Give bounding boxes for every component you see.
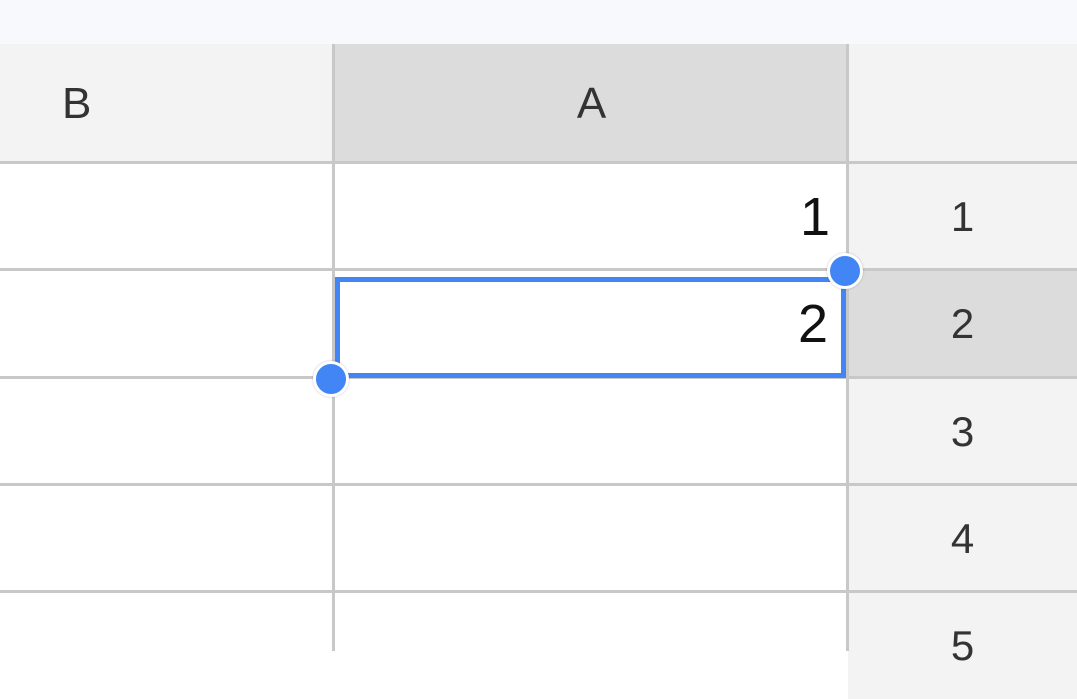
cell-b2[interactable]	[0, 270, 333, 378]
cell-value: 2	[797, 294, 828, 354]
grid-line	[0, 161, 1077, 164]
grid-line	[846, 44, 849, 651]
grid-line	[0, 483, 1077, 486]
cell-a2[interactable]: 2	[335, 270, 848, 378]
cell-a1[interactable]: 1	[335, 163, 848, 270]
row-label: 5	[950, 621, 975, 669]
column-header-a[interactable]: A	[335, 44, 848, 163]
cell-value: 1	[799, 186, 830, 247]
row-header-5[interactable]: 5	[848, 592, 1077, 699]
row-header-3[interactable]: 3	[848, 378, 1077, 485]
column-label: B	[62, 78, 92, 128]
selection-handle-bottom[interactable]	[313, 361, 349, 397]
top-bar	[0, 0, 1077, 44]
row-header-1[interactable]: 1	[848, 163, 1077, 270]
cell-b1[interactable]	[0, 163, 333, 270]
grid-line	[332, 44, 335, 651]
row-label: 1	[950, 192, 975, 240]
grid-line	[0, 590, 1077, 593]
column-label: A	[576, 78, 607, 128]
corner-header[interactable]	[848, 44, 1077, 163]
row-header-2[interactable]: 2	[848, 270, 1077, 378]
row-label: 2	[950, 300, 975, 347]
row-header-4[interactable]: 4	[848, 485, 1077, 592]
selection-handle-top[interactable]	[827, 253, 863, 289]
row-label: 4	[950, 514, 975, 562]
selection-border	[335, 277, 846, 378]
column-header-b[interactable]: B	[0, 44, 335, 163]
row-label: 3	[950, 407, 975, 455]
grid-line	[0, 268, 1077, 271]
